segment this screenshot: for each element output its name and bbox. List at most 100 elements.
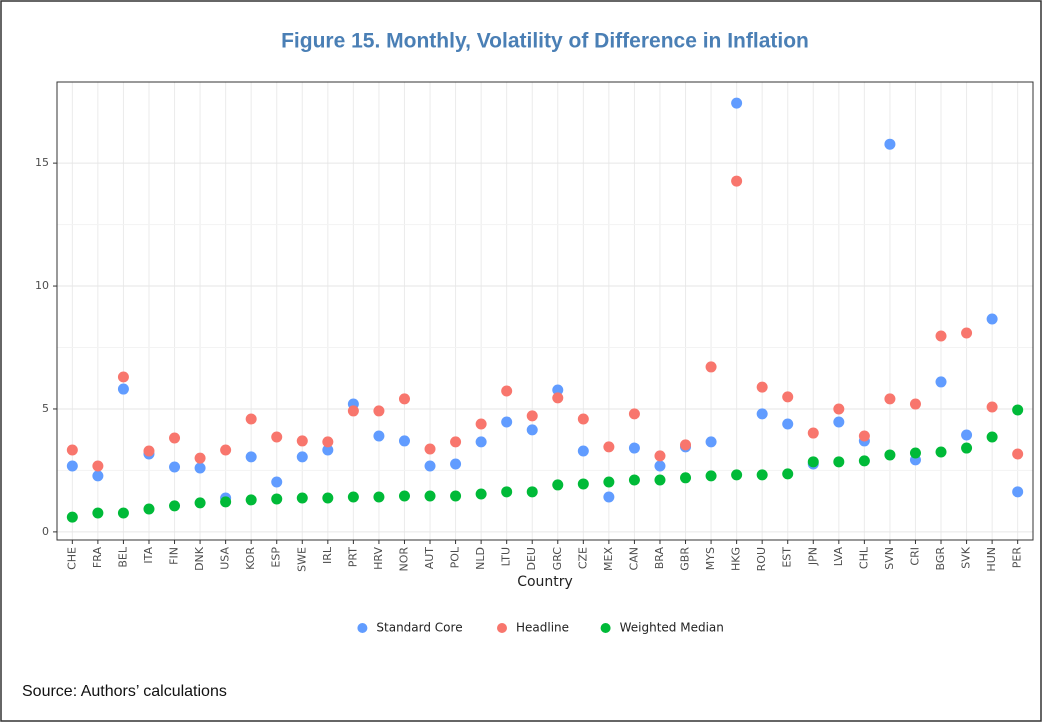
point bbox=[526, 486, 538, 498]
x-tick-label: MEX bbox=[602, 547, 615, 571]
point bbox=[552, 384, 564, 396]
point bbox=[884, 449, 896, 461]
point bbox=[654, 460, 666, 472]
point bbox=[705, 361, 717, 373]
point bbox=[961, 429, 973, 441]
point bbox=[986, 431, 998, 443]
point bbox=[475, 488, 487, 500]
point bbox=[501, 486, 513, 498]
point bbox=[194, 452, 206, 464]
point bbox=[603, 491, 615, 503]
point bbox=[654, 474, 666, 486]
point bbox=[756, 469, 768, 481]
point bbox=[909, 447, 921, 459]
x-tick-label: CAN bbox=[627, 547, 640, 570]
point bbox=[220, 444, 232, 456]
point bbox=[782, 468, 794, 480]
point bbox=[628, 408, 640, 420]
y-tick-label: 0 bbox=[42, 525, 49, 538]
point bbox=[450, 458, 462, 470]
point bbox=[705, 436, 717, 448]
plot-border bbox=[56, 81, 1034, 541]
point bbox=[731, 175, 743, 187]
x-tick-label: EST bbox=[781, 547, 794, 568]
point bbox=[296, 435, 308, 447]
point bbox=[169, 500, 181, 512]
x-tick-label: GRC bbox=[551, 547, 564, 571]
point bbox=[117, 383, 129, 395]
x-axis-label: Country bbox=[517, 574, 573, 590]
point bbox=[526, 424, 538, 436]
x-tick-label: SWE bbox=[295, 547, 308, 572]
point bbox=[194, 462, 206, 474]
x-tick-label: USA bbox=[219, 547, 232, 570]
point bbox=[1012, 448, 1024, 460]
point bbox=[450, 436, 462, 448]
x-tick-label: PRT bbox=[346, 547, 359, 567]
point bbox=[92, 470, 104, 482]
point bbox=[424, 490, 436, 502]
point bbox=[475, 418, 487, 430]
point bbox=[271, 493, 283, 505]
point bbox=[782, 391, 794, 403]
point bbox=[220, 496, 232, 508]
x-tick-label: ROU bbox=[755, 547, 768, 571]
y-tick-label: 15 bbox=[35, 156, 49, 169]
point bbox=[552, 392, 564, 404]
x-tick-label: POL bbox=[449, 546, 462, 568]
point bbox=[680, 439, 692, 451]
point bbox=[603, 476, 615, 488]
point bbox=[322, 444, 334, 456]
point bbox=[705, 470, 717, 482]
x-tick-label: KOR bbox=[244, 547, 257, 570]
x-tick-label: BGR bbox=[934, 547, 947, 571]
point bbox=[935, 376, 947, 388]
point bbox=[501, 416, 513, 428]
x-tick-label: DEU bbox=[525, 547, 538, 570]
point bbox=[66, 444, 78, 456]
x-tick-label: CZE bbox=[576, 547, 589, 569]
point bbox=[1012, 404, 1024, 416]
source-note: Source: Authors’ calculations bbox=[22, 683, 227, 700]
point bbox=[322, 492, 334, 504]
point bbox=[552, 479, 564, 491]
x-tick-label: FIN bbox=[168, 547, 181, 565]
point bbox=[603, 441, 615, 453]
point bbox=[935, 446, 947, 458]
point bbox=[424, 443, 436, 455]
point bbox=[884, 393, 896, 405]
point bbox=[143, 503, 155, 515]
x-tick-label: CHE bbox=[65, 547, 78, 570]
point bbox=[858, 455, 870, 467]
point bbox=[169, 461, 181, 473]
point bbox=[756, 408, 768, 420]
point bbox=[731, 469, 743, 481]
x-tick-label: CRI bbox=[908, 547, 921, 566]
point bbox=[373, 405, 385, 417]
x-tick-label: HRV bbox=[372, 547, 385, 570]
legend-marker bbox=[600, 623, 611, 633]
point bbox=[398, 435, 410, 447]
point bbox=[347, 405, 359, 417]
point bbox=[143, 445, 155, 457]
point bbox=[961, 327, 973, 339]
x-tick-label: GBR bbox=[679, 547, 692, 571]
legend-marker bbox=[357, 623, 368, 633]
legend-label: Headline bbox=[516, 621, 569, 635]
x-tick-label: CHL bbox=[857, 546, 870, 569]
point bbox=[424, 460, 436, 472]
x-tick-label: ITA bbox=[142, 547, 155, 564]
legend-marker bbox=[497, 623, 507, 633]
point bbox=[398, 393, 410, 405]
point bbox=[884, 138, 896, 150]
point bbox=[450, 490, 462, 502]
point bbox=[909, 398, 921, 410]
point bbox=[833, 456, 845, 468]
point bbox=[680, 472, 692, 484]
point bbox=[1012, 486, 1024, 498]
point bbox=[628, 442, 640, 454]
point bbox=[501, 385, 513, 397]
point bbox=[935, 330, 947, 342]
point bbox=[807, 427, 819, 439]
